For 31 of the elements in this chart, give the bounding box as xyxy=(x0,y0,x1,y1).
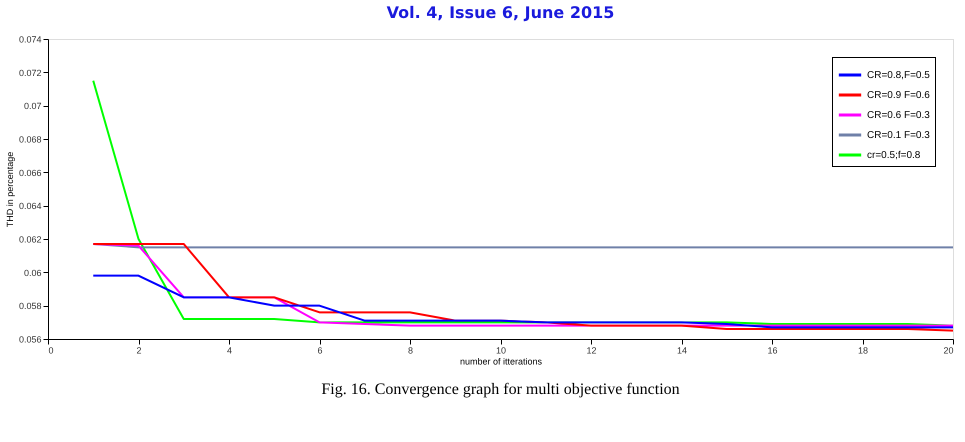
y-tick-label: 0.07 xyxy=(24,101,42,112)
x-axis-title: number of itterations xyxy=(460,356,543,366)
y-tick-label: 0.074 xyxy=(18,34,42,44)
y-tick-label: 0.068 xyxy=(18,134,42,144)
y-tick-label: 0.062 xyxy=(18,234,42,244)
caption: Fig. 16. Convergence graph for multi objective function xyxy=(321,381,680,398)
legend-label: CR=0.9 F=0.6 xyxy=(867,90,930,101)
x-tick-label: 6 xyxy=(317,346,323,356)
x-tick-label: 0 xyxy=(48,346,54,356)
x-tick-label: 18 xyxy=(858,346,868,356)
legend-label: CR=0.6 F=0.3 xyxy=(867,110,930,121)
x-tick-label: 10 xyxy=(496,346,506,356)
x-tick-label: 8 xyxy=(408,346,414,356)
chart-title: Vol. 4, Issue 6, June 2015 xyxy=(386,3,614,22)
line-series xyxy=(92,274,953,328)
x-tick-label: 12 xyxy=(586,346,597,356)
legend-label: CR=0.8,F=0.5 xyxy=(867,70,930,81)
y-tick-label: 0.066 xyxy=(18,168,42,178)
y-tick-label: 0.064 xyxy=(18,201,42,212)
y-tick-label: 0.058 xyxy=(18,301,42,312)
x-tick-label: 4 xyxy=(226,346,232,356)
y-tick-label: 0.06 xyxy=(24,268,42,278)
x-tick-label: 16 xyxy=(767,346,778,356)
y-tick-label: 0.056 xyxy=(18,334,42,344)
y-axis-title: THD in percentage xyxy=(4,152,15,228)
y-tick-label: 0.072 xyxy=(18,68,42,78)
legend-label: cr=0.5;f=0.8 xyxy=(867,150,921,161)
x-tick-label: 20 xyxy=(943,346,954,356)
legend-label: CR=0.1 F=0.3 xyxy=(867,130,930,141)
x-tick-label: 14 xyxy=(676,346,688,356)
x-tick-label: 2 xyxy=(136,346,142,356)
